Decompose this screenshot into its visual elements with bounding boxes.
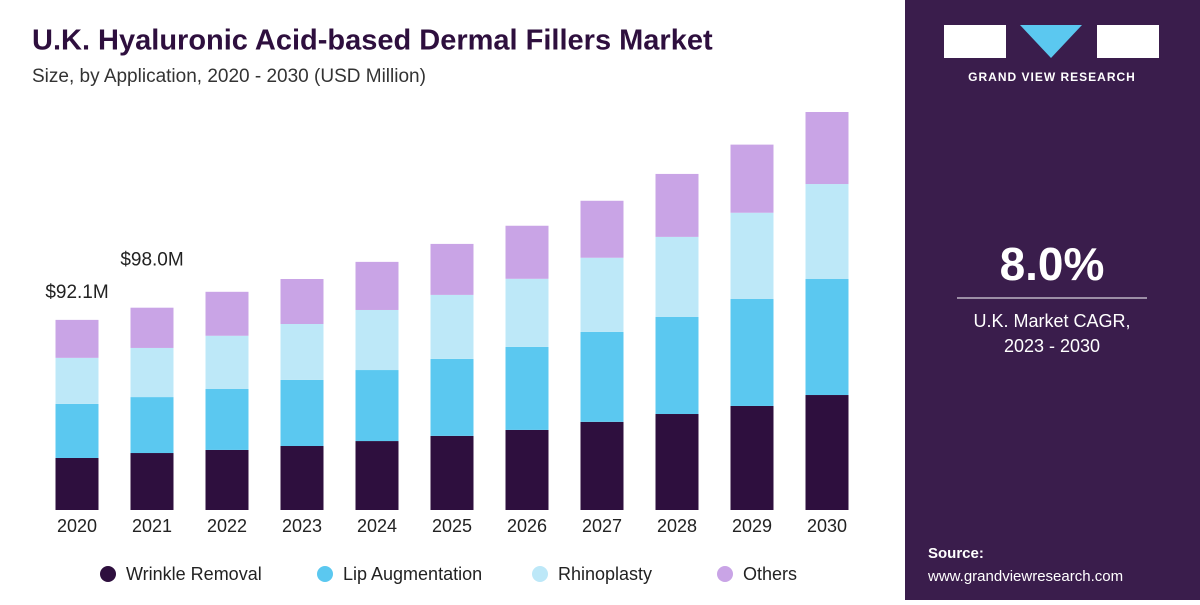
x-tick-label: 2025	[432, 516, 472, 536]
bar-segment	[280, 324, 324, 380]
bar-segment	[355, 309, 399, 371]
bar-segment	[205, 335, 249, 389]
bar-segment	[655, 236, 699, 317]
bar-segment	[580, 200, 624, 258]
bar-segment	[280, 279, 324, 325]
logo-block	[1097, 25, 1159, 58]
x-tick-label: 2029	[732, 516, 772, 536]
cagr-caption: U.K. Market CAGR,	[973, 311, 1130, 331]
brand-name: GRAND VIEW RESEARCH	[968, 70, 1136, 84]
x-tick-label: 2020	[57, 516, 97, 536]
legend-label: Wrinkle Removal	[126, 564, 262, 584]
bar-segment	[730, 212, 774, 299]
bar-segment	[280, 446, 324, 510]
cagr-value: 8.0%	[1000, 238, 1105, 290]
source-label: Source:	[928, 545, 984, 562]
bar-segment	[55, 357, 99, 404]
legend-marker	[317, 566, 333, 582]
legend-marker	[532, 566, 548, 582]
legend-marker	[100, 566, 116, 582]
x-tick-label: 2028	[657, 516, 697, 536]
bar-segment	[655, 316, 699, 415]
chart-subtitle: Size, by Application, 2020 - 2030 (USD M…	[32, 66, 426, 87]
bar-segment	[205, 449, 249, 510]
bar-segment	[580, 331, 624, 422]
x-tick-label: 2026	[507, 516, 547, 536]
bar-segment	[730, 405, 774, 510]
logo-triangle	[1020, 25, 1082, 58]
bar-segment	[430, 243, 474, 295]
side-panel	[905, 0, 1200, 600]
bar-segment	[730, 298, 774, 406]
x-tick-label: 2030	[807, 516, 847, 536]
bar-segment	[505, 278, 549, 347]
bar-segment	[580, 421, 624, 510]
bar-segment	[655, 173, 699, 237]
total-label: $92.1M	[45, 282, 108, 303]
legend-label: Rhinoplasty	[558, 564, 652, 584]
bar-segment	[430, 294, 474, 359]
bar-segment	[130, 397, 174, 454]
bar-segment	[730, 144, 774, 213]
bar-segment	[805, 279, 849, 396]
bar-segment	[805, 184, 849, 280]
bar-segment	[130, 453, 174, 510]
bar-segment	[505, 346, 549, 430]
bar-segment	[505, 225, 549, 279]
bar-segment	[355, 261, 399, 310]
bar-segment	[805, 395, 849, 510]
logo	[944, 25, 1159, 58]
bar-segment	[55, 403, 99, 458]
source-url: www.grandviewresearch.com	[927, 568, 1123, 585]
legend-label: Others	[743, 564, 797, 584]
x-tick-label: 2023	[282, 516, 322, 536]
cagr-caption: 2023 - 2030	[1004, 336, 1100, 356]
bar-segment	[430, 435, 474, 510]
bar-segment	[355, 441, 399, 510]
bar-segment	[655, 414, 699, 510]
legend-marker	[717, 566, 733, 582]
bar-segment	[280, 379, 324, 447]
x-tick-label: 2027	[582, 516, 622, 536]
logo-block	[944, 25, 1006, 58]
legend-label: Lip Augmentation	[343, 564, 482, 584]
bar-segment	[55, 457, 99, 510]
x-tick-label: 2021	[132, 516, 172, 536]
bar-segment	[55, 319, 99, 358]
bar-segment	[205, 291, 249, 336]
chart-title: U.K. Hyaluronic Acid-based Dermal Filler…	[32, 25, 713, 57]
bar-segment	[355, 370, 399, 442]
x-tick-label: 2022	[207, 516, 247, 536]
bar-segment	[130, 307, 174, 348]
bar-segment	[805, 112, 849, 185]
total-label: $98.0M	[120, 250, 183, 271]
bar-segment	[580, 257, 624, 332]
bar-segment	[505, 429, 549, 510]
bar-segment	[130, 347, 174, 398]
bar-segment	[430, 358, 474, 436]
bar-segment	[205, 388, 249, 450]
x-tick-label: 2024	[357, 516, 397, 536]
